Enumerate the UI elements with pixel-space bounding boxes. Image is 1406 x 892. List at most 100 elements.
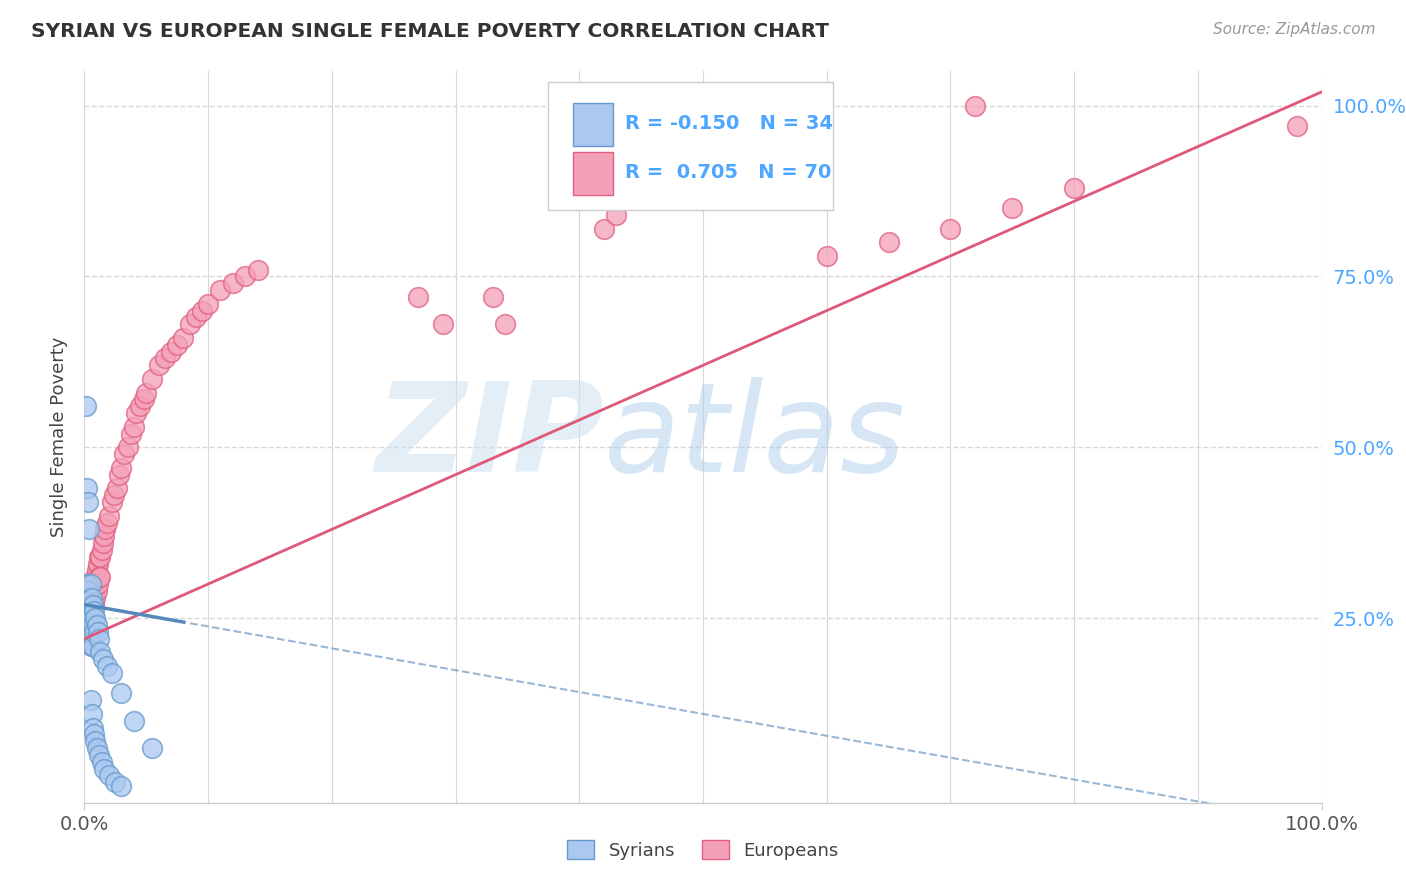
Point	[233, 269, 256, 284]
Point	[80, 611, 103, 625]
Point	[79, 598, 101, 612]
Point	[83, 598, 105, 612]
Text: ZIP: ZIP	[375, 376, 605, 498]
Point	[86, 583, 108, 598]
Point	[87, 624, 110, 639]
Point	[179, 318, 201, 332]
Text: SYRIAN VS EUROPEAN SINGLE FEMALE POVERTY CORRELATION CHART: SYRIAN VS EUROPEAN SINGLE FEMALE POVERTY…	[31, 22, 830, 41]
Point	[82, 598, 104, 612]
Point	[132, 392, 155, 407]
Point	[408, 290, 430, 304]
Point	[125, 406, 148, 420]
Point	[605, 208, 627, 222]
Point	[89, 549, 111, 564]
Point	[84, 570, 107, 584]
Point	[153, 351, 176, 366]
Point	[83, 577, 105, 591]
Point	[79, 624, 101, 639]
Point	[93, 529, 115, 543]
Point	[76, 632, 98, 646]
Point	[593, 221, 616, 235]
Point	[481, 290, 503, 304]
Point	[89, 549, 111, 564]
Point	[76, 611, 98, 625]
Point	[79, 611, 101, 625]
Point	[939, 221, 962, 235]
Point	[148, 359, 170, 373]
Point	[80, 706, 103, 721]
Point	[104, 775, 127, 789]
Point	[77, 583, 100, 598]
Point	[100, 665, 122, 680]
Point	[91, 652, 114, 666]
Point	[965, 98, 987, 112]
Point	[1285, 119, 1308, 133]
Point	[166, 338, 188, 352]
Point	[191, 303, 214, 318]
FancyBboxPatch shape	[574, 152, 613, 195]
Point	[98, 768, 121, 782]
Point	[110, 779, 132, 793]
Point	[90, 755, 112, 769]
Point	[103, 488, 125, 502]
Point	[76, 591, 98, 605]
Text: Source: ZipAtlas.com: Source: ZipAtlas.com	[1212, 22, 1375, 37]
Point	[75, 400, 97, 414]
Text: R = -0.150   N = 34: R = -0.150 N = 34	[626, 114, 832, 133]
Point	[82, 639, 104, 653]
Point	[79, 618, 101, 632]
Point	[172, 331, 194, 345]
Point	[82, 721, 104, 735]
Point	[90, 542, 112, 557]
Point	[83, 604, 105, 618]
Point	[1063, 180, 1085, 194]
Point	[82, 604, 104, 618]
Point	[83, 624, 105, 639]
Text: atlas: atlas	[605, 376, 905, 498]
Point	[129, 400, 152, 414]
Point	[86, 618, 108, 632]
Point	[96, 516, 118, 530]
Point	[93, 762, 115, 776]
FancyBboxPatch shape	[574, 103, 613, 146]
Point	[141, 741, 163, 756]
Point	[75, 591, 97, 605]
Point	[76, 577, 98, 591]
Point	[86, 741, 108, 756]
Point	[432, 318, 454, 332]
Point	[84, 611, 107, 625]
Point	[120, 426, 142, 441]
Point	[77, 624, 100, 639]
Point	[84, 734, 107, 748]
Point	[209, 283, 232, 297]
Point	[105, 481, 128, 495]
Point	[87, 577, 110, 591]
Point	[77, 611, 100, 625]
Point	[246, 262, 269, 277]
Point	[89, 570, 111, 584]
Point	[94, 522, 117, 536]
Point	[79, 577, 101, 591]
Point	[83, 727, 105, 741]
Point	[80, 611, 103, 625]
Point	[82, 583, 104, 598]
Point	[98, 508, 121, 523]
Point	[89, 570, 111, 584]
Point	[112, 447, 135, 461]
Point	[76, 624, 98, 639]
Point	[76, 598, 98, 612]
Point	[89, 645, 111, 659]
Y-axis label: Single Female Poverty: Single Female Poverty	[49, 337, 67, 537]
Point	[96, 659, 118, 673]
Point	[87, 557, 110, 571]
Point	[86, 563, 108, 577]
Point	[79, 639, 101, 653]
Point	[80, 577, 103, 591]
Point	[815, 249, 838, 263]
Point	[82, 618, 104, 632]
Point	[184, 310, 207, 325]
Point	[100, 495, 122, 509]
Point	[79, 591, 101, 605]
Point	[79, 693, 101, 707]
Point	[877, 235, 900, 250]
